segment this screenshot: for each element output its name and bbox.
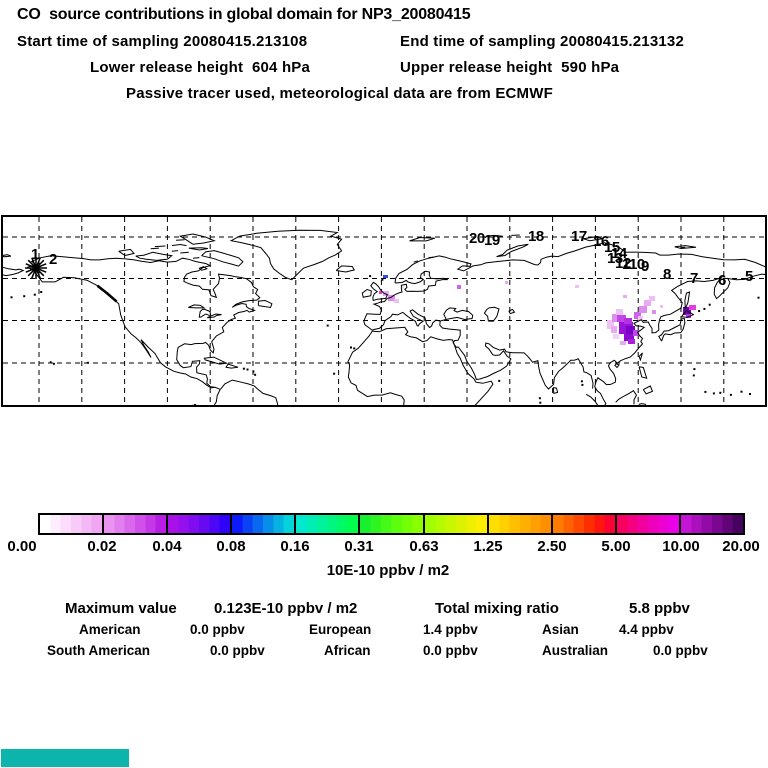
trajectory-label: 20 — [469, 230, 485, 247]
colorbar — [38, 513, 746, 535]
stats-value: 0.0 ppbv — [210, 643, 265, 658]
trajectory-label: 1 — [31, 246, 39, 263]
stats-value: 1.4 ppbv — [423, 622, 478, 637]
trajectory-label: 6 — [718, 272, 726, 289]
colorbar-segment — [102, 513, 169, 535]
colorbar-tick-label: 0.00 — [7, 538, 37, 555]
colorbar-tick-label: 0.31 — [344, 538, 374, 555]
trajectory-label: 10 — [629, 256, 645, 273]
trajectory-label: 2 — [49, 251, 57, 268]
trajectory-label: 15 — [604, 239, 620, 256]
stats-label: American — [79, 622, 141, 637]
trajectory-label: 8 — [663, 266, 671, 283]
colorbar-tick-label: 0.04 — [152, 538, 182, 555]
trajectory-label: 9 — [641, 258, 649, 275]
stats-value: 5.8 ppbv — [629, 600, 690, 617]
stats-label: South American — [47, 643, 151, 658]
colorbar-segment — [422, 513, 489, 535]
tracer-info-text: Passive tracer used, meteorological data… — [126, 85, 553, 102]
trajectory-label: 7 — [690, 270, 698, 287]
stats-label: Australian — [542, 643, 609, 658]
colorbar-tick-label: 0.16 — [280, 538, 310, 555]
receptor-star-icon — [25, 257, 47, 279]
trajectory-label: 11 — [622, 256, 637, 273]
upper-release-height-text: Upper release height 590 hPa — [400, 59, 620, 76]
stats-label: Asian — [542, 622, 579, 637]
trajectory-label: 14 — [611, 245, 628, 262]
source-patches — [379, 275, 696, 345]
map-content — [3, 217, 765, 405]
coastlines — [3, 229, 765, 405]
footer-color-bar — [1, 749, 129, 767]
colorbar-segment — [614, 513, 681, 535]
stats-value: 0.0 ppbv — [423, 643, 478, 658]
colorbar-segment — [38, 513, 105, 535]
trajectory-label: 13 — [607, 250, 623, 267]
start-time-text: Start time of sampling 20080415.213108 — [17, 33, 308, 50]
stats-value: 0.0 ppbv — [653, 643, 708, 658]
colorbar-tick-label: 2.50 — [537, 538, 567, 555]
colorbar-tick-label: 5.00 — [601, 538, 631, 555]
trajectory-label: 16 — [593, 233, 609, 250]
lower-release-height-text: Lower release height 604 hPa — [90, 59, 311, 76]
gridlines — [3, 217, 765, 405]
stats-value: 0.123E-10 ppbv / m2 — [214, 600, 358, 617]
colorbar-units-label: 10E-10 ppbv / m2 — [326, 562, 450, 579]
colorbar-segment — [358, 513, 425, 535]
stats-value: 0.0 ppbv — [190, 622, 245, 637]
stats-label: African — [324, 643, 371, 658]
colorbar-tick-label: 20.00 — [722, 538, 760, 555]
colorbar-segment — [230, 513, 297, 535]
colorbar-segment — [678, 513, 746, 535]
colorbar-tick-label: 10.00 — [662, 538, 700, 555]
page-title: CO source contributions in global domain… — [17, 6, 471, 23]
island-dots — [10, 275, 760, 405]
stats-label: Total mixing ratio — [435, 600, 559, 617]
colorbar-tick-label: 0.63 — [409, 538, 439, 555]
colorbar-tick-label: 0.02 — [87, 538, 117, 555]
colorbar-segment — [550, 513, 617, 535]
map-border — [1, 215, 767, 407]
end-time-text: End time of sampling 20080415.213132 — [400, 33, 685, 50]
trajectory-label: 12 — [615, 255, 631, 272]
trajectory-label: 17 — [571, 228, 587, 245]
colorbar-segment — [486, 513, 553, 535]
stats-label: Maximum value — [65, 600, 177, 617]
stats-label: European — [309, 622, 372, 637]
stats-value: 4.4 ppbv — [619, 622, 674, 637]
trajectory-label: 18 — [528, 228, 544, 245]
colorbar-tick-label: 1.25 — [473, 538, 503, 555]
trajectory-label: 19 — [484, 232, 500, 249]
colorbar-segment — [294, 513, 361, 535]
colorbar-segment — [166, 513, 233, 535]
trajectory-label: 5 — [745, 268, 753, 285]
colorbar-tick-label: 0.08 — [216, 538, 246, 555]
